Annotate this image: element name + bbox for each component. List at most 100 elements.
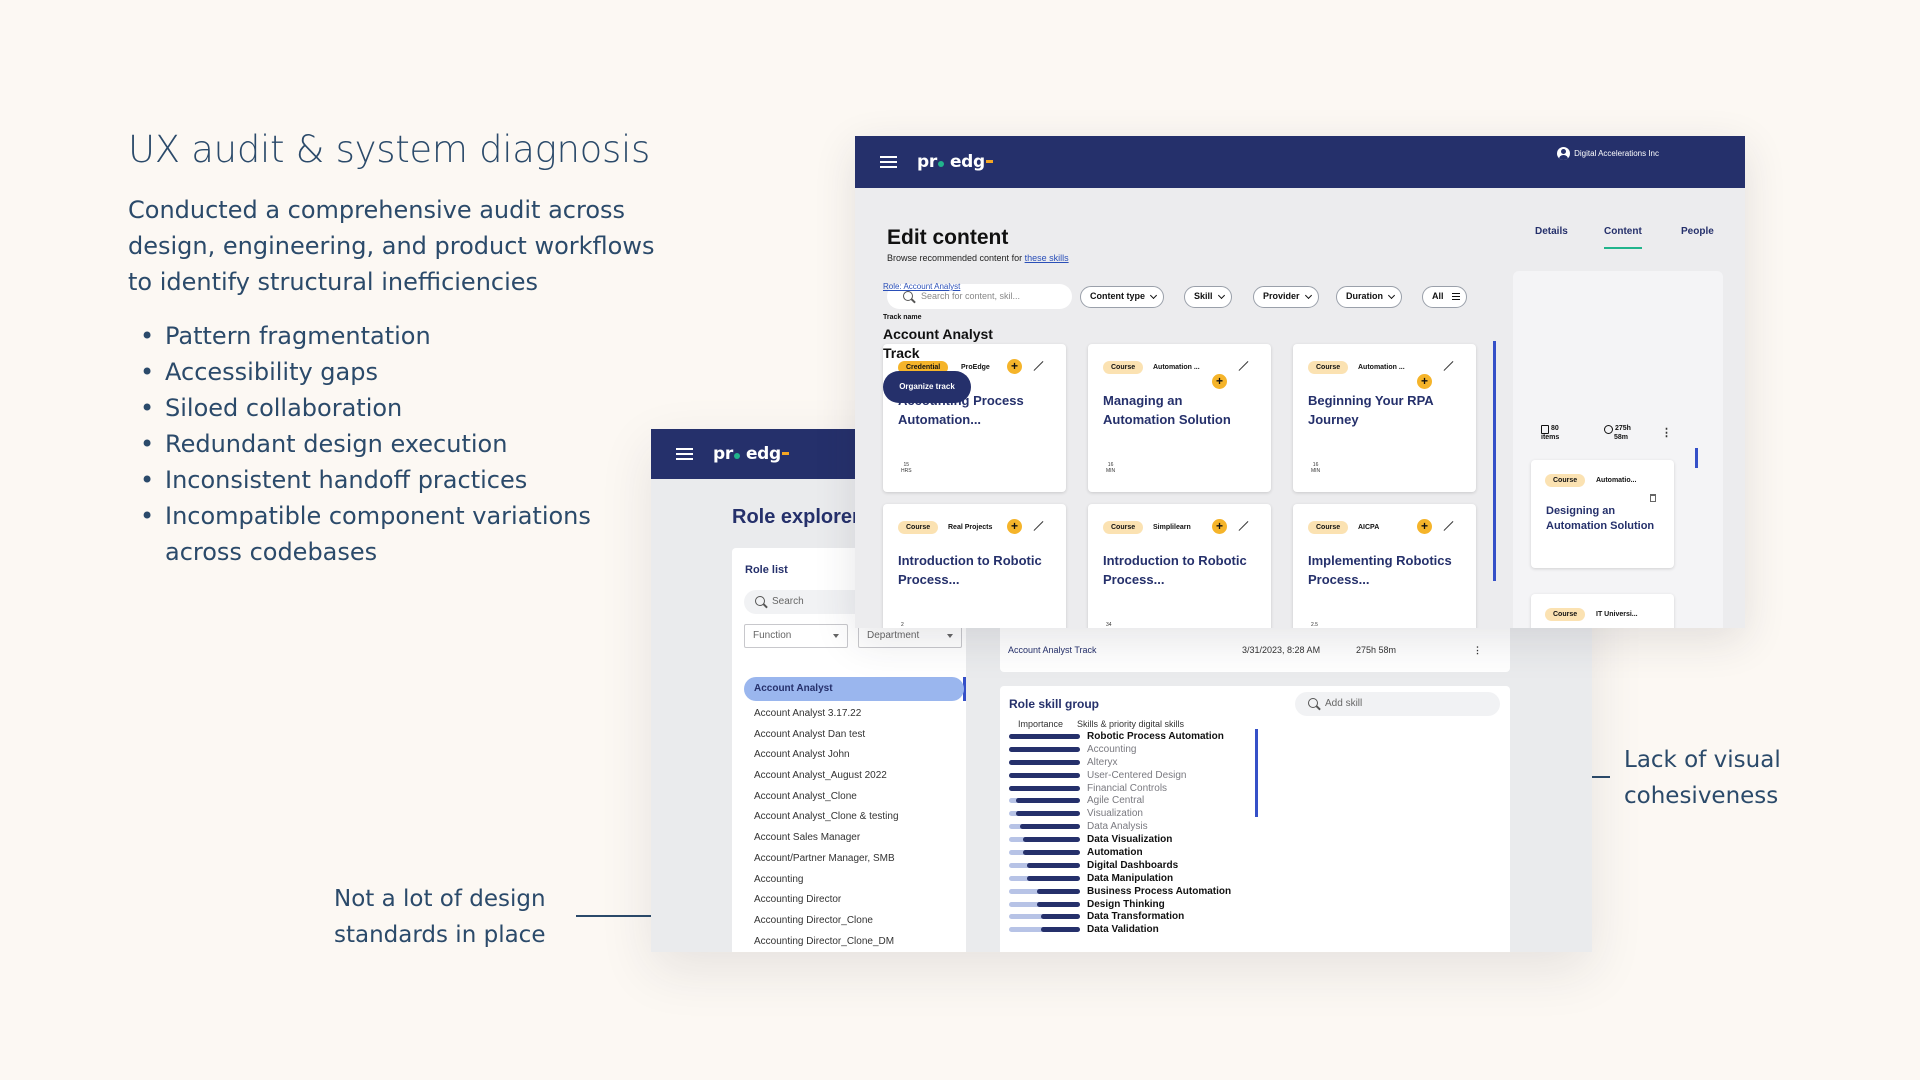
track-item-card[interactable]: Course Automatio... Designing an Automat… bbox=[1531, 460, 1674, 568]
content-card[interactable]: Course Automation ... + Managing an Auto… bbox=[1088, 344, 1271, 492]
add-to-track-button[interactable]: + bbox=[1417, 374, 1432, 389]
content-grid-scrollbar[interactable] bbox=[1493, 341, 1496, 581]
provider-filter[interactable]: Provider bbox=[1253, 286, 1319, 308]
role-list-title: Role list bbox=[745, 564, 788, 576]
card-title: Managing an Automation Solution bbox=[1103, 393, 1231, 427]
role-item[interactable]: Account Analyst_Clone & testing bbox=[754, 811, 899, 823]
card-title: Introduction to Robotic Process... bbox=[898, 553, 1042, 587]
skill-row[interactable]: Accounting bbox=[1009, 743, 1249, 756]
track-panel-scrollbar[interactable] bbox=[1695, 448, 1698, 468]
organize-track-button[interactable]: Organize track bbox=[883, 371, 971, 403]
more-options-icon[interactable]: ⋮ bbox=[1661, 427, 1672, 439]
tab-details[interactable]: Details bbox=[1535, 226, 1568, 237]
account-menu[interactable]: Digital Accelerations Inc bbox=[1557, 147, 1659, 160]
role-item-selected[interactable]: Account Analyst bbox=[744, 677, 964, 701]
role-item[interactable]: Accounting Director_Clone_DM bbox=[754, 935, 895, 947]
content-card[interactable]: Credential ProEdge + Accounting Process … bbox=[883, 344, 1066, 492]
skill-row[interactable]: Design Thinking bbox=[1009, 898, 1249, 911]
track-name-cell[interactable]: Account Analyst Track bbox=[1008, 645, 1097, 655]
skill-row[interactable]: Data Validation bbox=[1009, 923, 1249, 936]
role-item[interactable]: Account Analyst Dan test bbox=[754, 728, 866, 740]
skill-row[interactable]: Data Manipulation bbox=[1009, 872, 1249, 885]
skill-row[interactable]: Data Visualization bbox=[1009, 833, 1249, 846]
tab-people[interactable]: People bbox=[1681, 226, 1714, 237]
role-item[interactable]: Account/Partner Manager, SMB bbox=[754, 852, 895, 864]
role-item[interactable]: Account Analyst 3.17.22 bbox=[754, 708, 862, 719]
expand-icon[interactable] bbox=[1034, 521, 1044, 531]
finding-item: Incompatible component variations across… bbox=[140, 498, 640, 570]
role-item[interactable]: Accounting Director_Clone bbox=[754, 914, 873, 926]
items-count: 80 bbox=[1551, 425, 1559, 432]
add-to-track-button[interactable]: + bbox=[1007, 359, 1022, 374]
role-item[interactable]: Accounting Director bbox=[754, 894, 842, 906]
menu-icon[interactable] bbox=[676, 448, 693, 460]
department-select[interactable]: Department bbox=[858, 624, 962, 648]
add-skill-input[interactable]: Add skill bbox=[1295, 692, 1500, 716]
role-item[interactable]: Account Analyst_Clone bbox=[754, 790, 857, 802]
more-options-icon[interactable]: ⋮ bbox=[1473, 645, 1482, 655]
content-search-input[interactable]: Search for content, skil... bbox=[887, 284, 1072, 309]
skill-row[interactable]: Data Transformation bbox=[1009, 910, 1249, 923]
skill-row[interactable]: Business Process Automation bbox=[1009, 885, 1249, 898]
skill-row[interactable]: Robotic Process Automation bbox=[1009, 730, 1249, 743]
add-to-track-button[interactable]: + bbox=[1212, 374, 1227, 389]
role-item[interactable]: Accounting bbox=[754, 873, 804, 885]
tab-content[interactable]: Content bbox=[1604, 226, 1642, 249]
expand-icon[interactable] bbox=[1239, 361, 1249, 371]
all-filters-button[interactable]: All bbox=[1422, 286, 1467, 308]
content-card[interactable]: Course Simplilearn + Introduction to Rob… bbox=[1088, 504, 1271, 628]
expand-icon[interactable] bbox=[1239, 521, 1249, 531]
skill-filter[interactable]: Skill bbox=[1184, 286, 1232, 308]
role-link[interactable]: Role: Account Analyst bbox=[883, 282, 961, 291]
duration-unit: MIN bbox=[1106, 468, 1116, 474]
skills-link[interactable]: these skills bbox=[1024, 253, 1069, 263]
trash-icon[interactable] bbox=[1650, 494, 1656, 502]
add-to-track-button[interactable]: + bbox=[1417, 519, 1432, 534]
finding-item: Redundant design execution bbox=[140, 426, 640, 462]
time-minutes: 58m bbox=[1614, 434, 1629, 441]
skill-name: Automation bbox=[1087, 846, 1143, 858]
skill-row[interactable]: Agile Central bbox=[1009, 794, 1249, 807]
duration-filter[interactable]: Duration bbox=[1336, 286, 1402, 308]
importance-bar bbox=[1009, 837, 1080, 843]
role-item[interactable]: Account Analyst_August 2022 bbox=[754, 770, 887, 782]
expand-icon[interactable] bbox=[1444, 521, 1454, 531]
expand-icon[interactable] bbox=[1444, 361, 1454, 371]
department-select-value: Department bbox=[867, 630, 920, 641]
proedge-logo[interactable]: pr edg bbox=[713, 444, 789, 464]
skill-name: Digital Dashboards bbox=[1087, 859, 1179, 871]
skill-row[interactable]: Digital Dashboards bbox=[1009, 859, 1249, 872]
skill-name: Financial Controls bbox=[1087, 782, 1168, 794]
role-item[interactable]: Account Sales Manager bbox=[754, 832, 861, 844]
finding-item: Siloed collaboration bbox=[140, 390, 640, 426]
proedge-logo[interactable]: pr edg bbox=[917, 152, 993, 172]
content-card[interactable]: Course Real Projects + Introduction to R… bbox=[883, 504, 1066, 628]
expand-icon[interactable] bbox=[1034, 361, 1044, 371]
role-list-scrollbar[interactable] bbox=[963, 677, 966, 701]
skill-name: User-Centered Design bbox=[1087, 769, 1187, 781]
callout-visual-cohesiveness: Lack of visual cohesiveness bbox=[1624, 742, 1874, 814]
content-card[interactable]: Course AICPA + Implementing Robotics Pro… bbox=[1293, 504, 1476, 628]
content-card[interactable]: Course Automation ... + Beginning Your R… bbox=[1293, 344, 1476, 492]
importance-bar bbox=[1009, 759, 1080, 765]
menu-icon[interactable] bbox=[880, 156, 897, 168]
skill-row[interactable]: Automation bbox=[1009, 846, 1249, 859]
provider-label: ProEdge bbox=[961, 364, 990, 371]
provider-label: Automation ... bbox=[1153, 364, 1200, 371]
logo-dot bbox=[937, 161, 944, 167]
function-select[interactable]: Function bbox=[744, 624, 848, 648]
skill-row[interactable]: Data Analysis bbox=[1009, 820, 1249, 833]
skill-row[interactable]: Financial Controls bbox=[1009, 782, 1249, 795]
provider-label: Automation ... bbox=[1358, 364, 1405, 371]
track-item-card[interactable]: Course IT Universi... bbox=[1531, 594, 1674, 628]
skill-row[interactable]: Visualization bbox=[1009, 807, 1249, 820]
importance-bar bbox=[1009, 785, 1080, 791]
skill-list-scrollbar[interactable] bbox=[1255, 729, 1258, 817]
add-to-track-button[interactable]: + bbox=[1007, 519, 1022, 534]
skill-row[interactable]: User-Centered Design bbox=[1009, 769, 1249, 782]
content-type-filter[interactable]: Content type bbox=[1080, 286, 1164, 308]
provider-label: AICPA bbox=[1358, 524, 1380, 531]
role-item[interactable]: Account Analyst John bbox=[754, 749, 850, 761]
add-to-track-button[interactable]: + bbox=[1212, 519, 1227, 534]
skill-row[interactable]: Alteryx bbox=[1009, 756, 1249, 769]
